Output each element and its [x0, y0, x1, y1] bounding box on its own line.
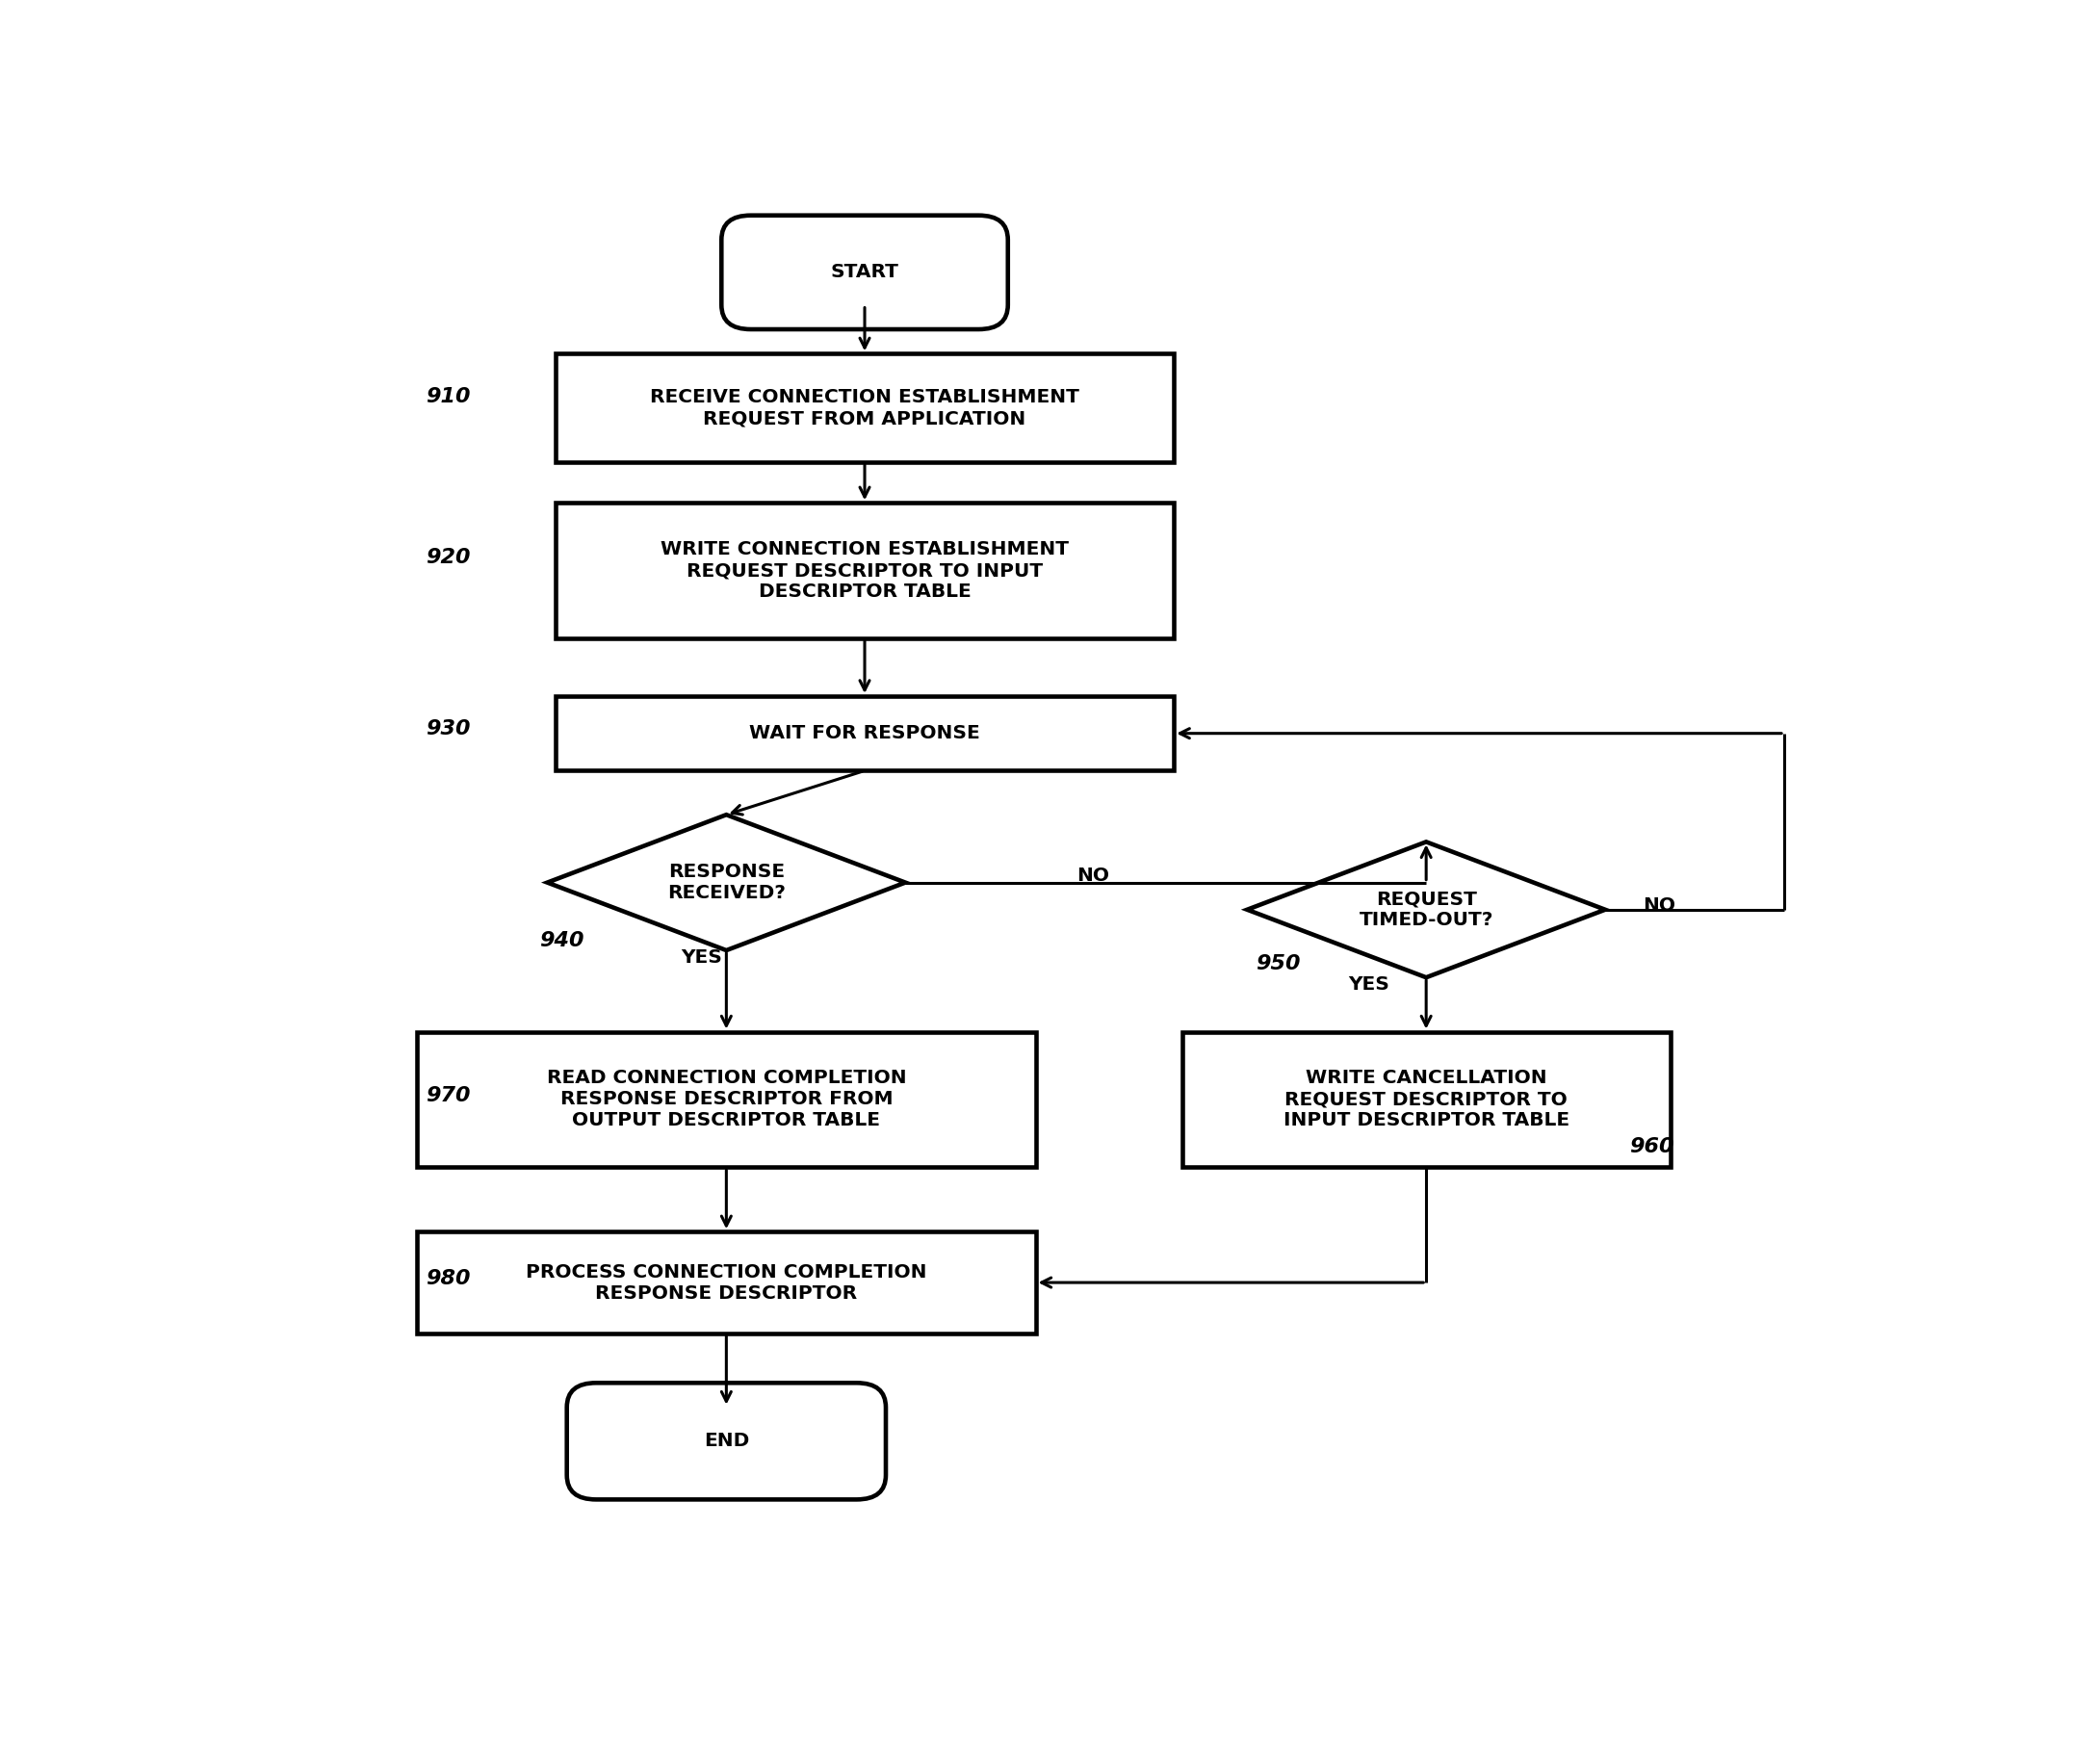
Text: 970: 970 — [424, 1087, 470, 1106]
Text: NO: NO — [1075, 866, 1109, 884]
Bar — [418, 1231, 1035, 1333]
FancyBboxPatch shape — [567, 1382, 886, 1500]
Text: WRITE CANCELLATION
REQUEST DESCRIPTOR TO
INPUT DESCRIPTOR TABLE: WRITE CANCELLATION REQUEST DESCRIPTOR TO… — [1283, 1069, 1569, 1131]
Polygon shape — [548, 815, 905, 951]
Text: RECEIVE CONNECTION ESTABLISHMENT
REQUEST FROM APPLICATION: RECEIVE CONNECTION ESTABLISHMENT REQUEST… — [651, 387, 1079, 428]
Bar — [554, 354, 1174, 461]
Text: WAIT FOR RESPONSE: WAIT FOR RESPONSE — [750, 724, 981, 743]
Text: 980: 980 — [424, 1270, 470, 1287]
Polygon shape — [1247, 842, 1604, 977]
FancyBboxPatch shape — [722, 215, 1008, 329]
Text: END: END — [704, 1432, 750, 1451]
Text: START: START — [832, 262, 899, 282]
Bar — [554, 696, 1174, 771]
Text: 930: 930 — [424, 720, 470, 740]
Text: READ CONNECTION COMPLETION
RESPONSE DESCRIPTOR FROM
OUTPUT DESCRIPTOR TABLE: READ CONNECTION COMPLETION RESPONSE DESC… — [546, 1069, 907, 1131]
Text: YES: YES — [1348, 976, 1390, 993]
Text: 910: 910 — [424, 387, 470, 407]
Text: NO: NO — [1642, 896, 1676, 914]
Text: 920: 920 — [424, 548, 470, 567]
Text: 950: 950 — [1256, 954, 1300, 974]
Text: PROCESS CONNECTION COMPLETION
RESPONSE DESCRIPTOR: PROCESS CONNECTION COMPLETION RESPONSE D… — [525, 1263, 926, 1303]
Text: 940: 940 — [540, 932, 584, 951]
Bar — [554, 504, 1174, 639]
Bar — [1182, 1032, 1670, 1168]
Text: 960: 960 — [1630, 1138, 1674, 1157]
Text: REQUEST
TIMED-OUT?: REQUEST TIMED-OUT? — [1359, 889, 1493, 930]
Bar — [418, 1032, 1035, 1168]
Text: YES: YES — [680, 947, 722, 967]
Text: RESPONSE
RECEIVED?: RESPONSE RECEIVED? — [668, 863, 785, 902]
Text: WRITE CONNECTION ESTABLISHMENT
REQUEST DESCRIPTOR TO INPUT
DESCRIPTOR TABLE: WRITE CONNECTION ESTABLISHMENT REQUEST D… — [662, 541, 1069, 601]
